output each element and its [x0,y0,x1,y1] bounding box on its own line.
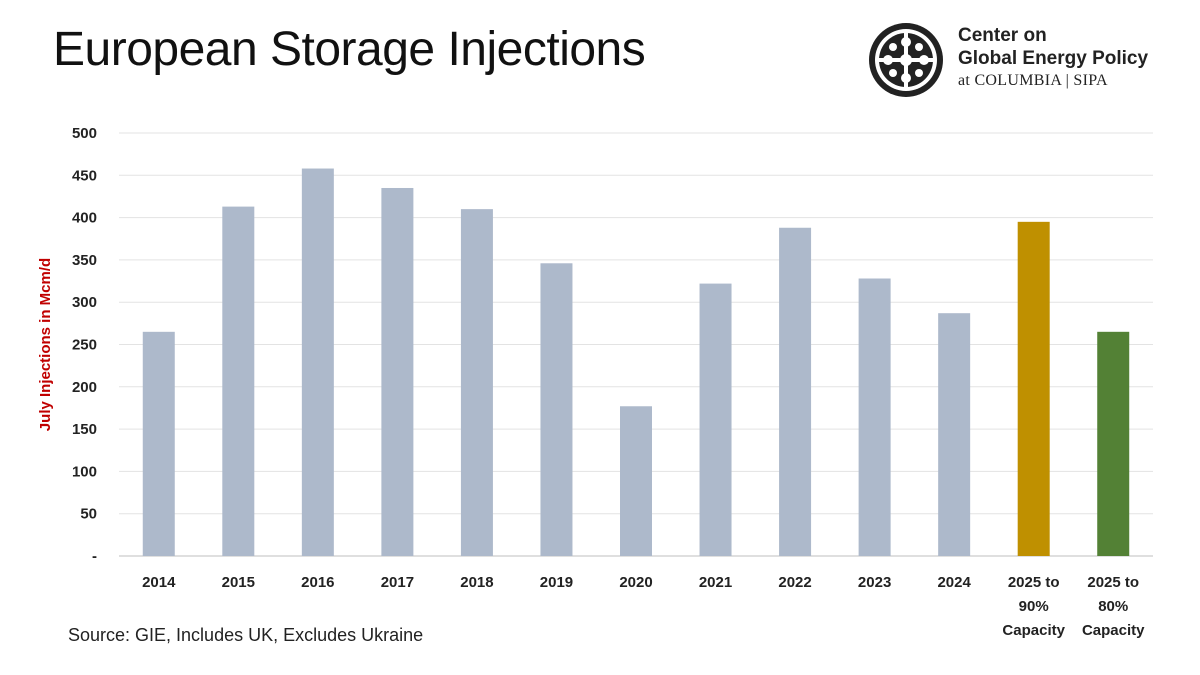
x-tick-label: 2025 to 90% Capacity [1002,574,1065,639]
y-tick-label: 200 [72,379,97,396]
page-title: European Storage Injections [53,23,646,76]
x-tick-label: 2015 [222,574,255,591]
x-tick-label: 2018 [460,574,493,591]
logo-line-3: at COLUMBIA | SIPA [958,72,1108,89]
bar [381,187,414,557]
bar [540,263,573,556]
x-tick-label: 2022 [778,574,811,591]
y-tick-label: 250 [72,337,97,354]
y-tick-label: 100 [72,463,97,480]
y-axis-label: July Injections in Mcm/d [37,258,54,431]
source-note: Source: GIE, Includes UK, Excludes Ukrai… [68,625,424,645]
x-tick-label: 2019 [540,574,573,591]
x-tick-label: 2014 [142,574,176,591]
globe-seal-icon [869,23,943,97]
x-tick-label: 2025 to 80% Capacity [1082,574,1145,639]
x-tick-label: 2021 [699,574,732,591]
y-tick-label: 150 [72,421,97,438]
y-tick-label: - [92,548,97,565]
bar [301,168,334,557]
x-tick-label: 2020 [619,574,652,591]
bar [460,209,493,556]
bar [779,227,812,556]
logo-line-2: Global Energy Policy [958,48,1149,69]
x-tick-label: 2017 [381,574,414,591]
bar [858,278,891,556]
bar [938,313,971,556]
x-tick-label: 2016 [301,574,334,591]
logo: Center on Global Energy Policy at COLUMB… [866,20,1186,100]
bar [1017,221,1050,556]
y-tick-label: 500 [72,125,97,142]
bar [222,206,255,557]
logo-line-1: Center on [958,25,1047,46]
y-tick-label: 400 [72,210,97,227]
bar [620,406,652,556]
x-tick-label: 2023 [858,574,891,591]
bar [1097,331,1130,556]
y-tick-label: 450 [72,167,97,184]
x-tick-label: 2024 [937,574,971,591]
y-tick-label: 50 [80,506,97,523]
bar [142,331,175,556]
y-tick-label: 350 [72,252,97,269]
bar [699,283,732,556]
y-tick-label: 300 [72,294,97,311]
